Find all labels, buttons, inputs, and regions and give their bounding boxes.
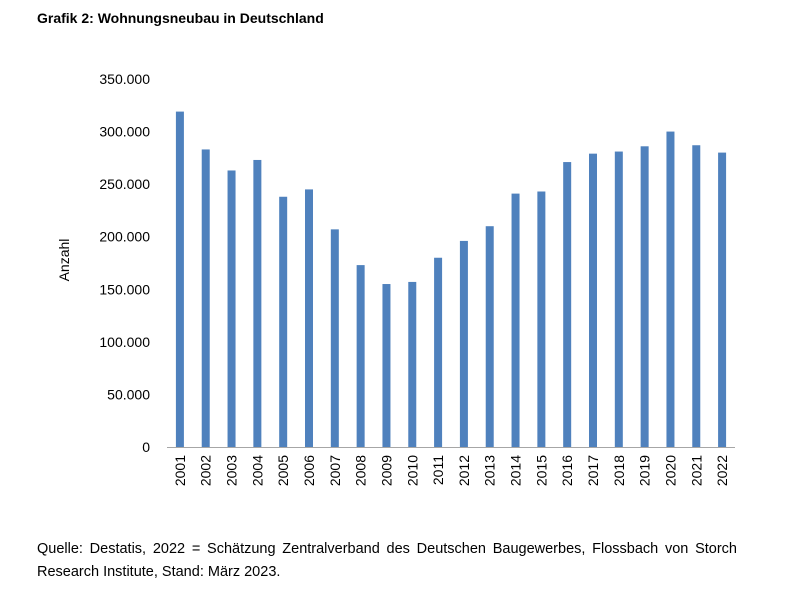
bar: [666, 131, 675, 448]
x-tick-label: 2010: [404, 455, 420, 486]
x-tick-label: 2022: [714, 455, 730, 486]
bar: [408, 281, 417, 447]
x-tick-label: 2012: [456, 455, 472, 486]
bar: [459, 240, 468, 447]
bar: [718, 152, 727, 447]
source-note: Quelle: Destatis, 2022 = Schätzung Zentr…: [37, 541, 737, 580]
bar: [434, 257, 443, 447]
bar: [305, 189, 313, 447]
y-axis-label: Anzahl: [56, 239, 72, 282]
bar: [253, 159, 262, 447]
x-tick-label: 2017: [585, 455, 601, 486]
x-tick-label: 2004: [249, 455, 265, 486]
x-tick-label: 2019: [637, 455, 653, 486]
bar: [589, 153, 597, 447]
x-tick-label: 2018: [611, 455, 627, 486]
bar: [227, 170, 236, 447]
bars: [175, 111, 727, 448]
bar: [692, 145, 701, 448]
x-tick-label: 2008: [353, 455, 369, 486]
y-axis: 0 50.000 100.000 150.000 200.000 250.000 300.0…: [99, 71, 150, 455]
x-axis: 2001 2002 2003 2004 2005 2006 2007 2008 2009 2010…: [172, 455, 730, 486]
bar: [485, 226, 494, 447]
y-tick-label: 350.000: [99, 71, 150, 87]
x-tick-label: 2014: [508, 455, 524, 486]
y-tick-label: 50.000: [107, 386, 150, 402]
bar: [175, 111, 184, 447]
x-tick-label: 2006: [301, 455, 317, 486]
x-tick-label: 2015: [533, 455, 549, 486]
chart-title: Grafik 2: Wohnungsneubau in Deutschland: [37, 10, 324, 26]
x-tick-label: 2020: [662, 455, 678, 486]
bar-chart: 0 50.000 100.000 150.000 200.000 250.000 300.0…: [56, 71, 735, 486]
bar: [356, 265, 365, 447]
y-tick-label: 300.000: [99, 124, 150, 140]
bar: [382, 284, 391, 447]
bar: [511, 193, 520, 447]
x-tick-label: 2009: [378, 455, 394, 486]
x-tick-label: 2016: [559, 455, 575, 486]
bar: [330, 229, 339, 447]
y-tick-label: 250.000: [99, 176, 150, 192]
y-tick-label: 100.000: [99, 334, 150, 350]
x-tick-label: 2002: [198, 455, 214, 486]
x-tick-label: 2005: [275, 455, 291, 486]
bar: [279, 196, 288, 447]
y-tick-label: 200.000: [99, 229, 150, 245]
bar: [201, 149, 210, 447]
bar: [563, 162, 572, 447]
y-tick-label: 150.000: [99, 281, 150, 297]
x-tick-label: 2003: [224, 455, 240, 486]
bar: [537, 191, 546, 447]
y-tick-label: 0: [142, 439, 150, 455]
bar: [614, 151, 623, 447]
bar: [640, 146, 649, 447]
x-tick-label: 2007: [327, 455, 343, 486]
x-tick-label: 2021: [688, 455, 704, 486]
x-tick-label: 2011: [430, 455, 446, 485]
x-tick-label: 2001: [172, 455, 188, 486]
x-tick-label: 2013: [482, 455, 498, 486]
